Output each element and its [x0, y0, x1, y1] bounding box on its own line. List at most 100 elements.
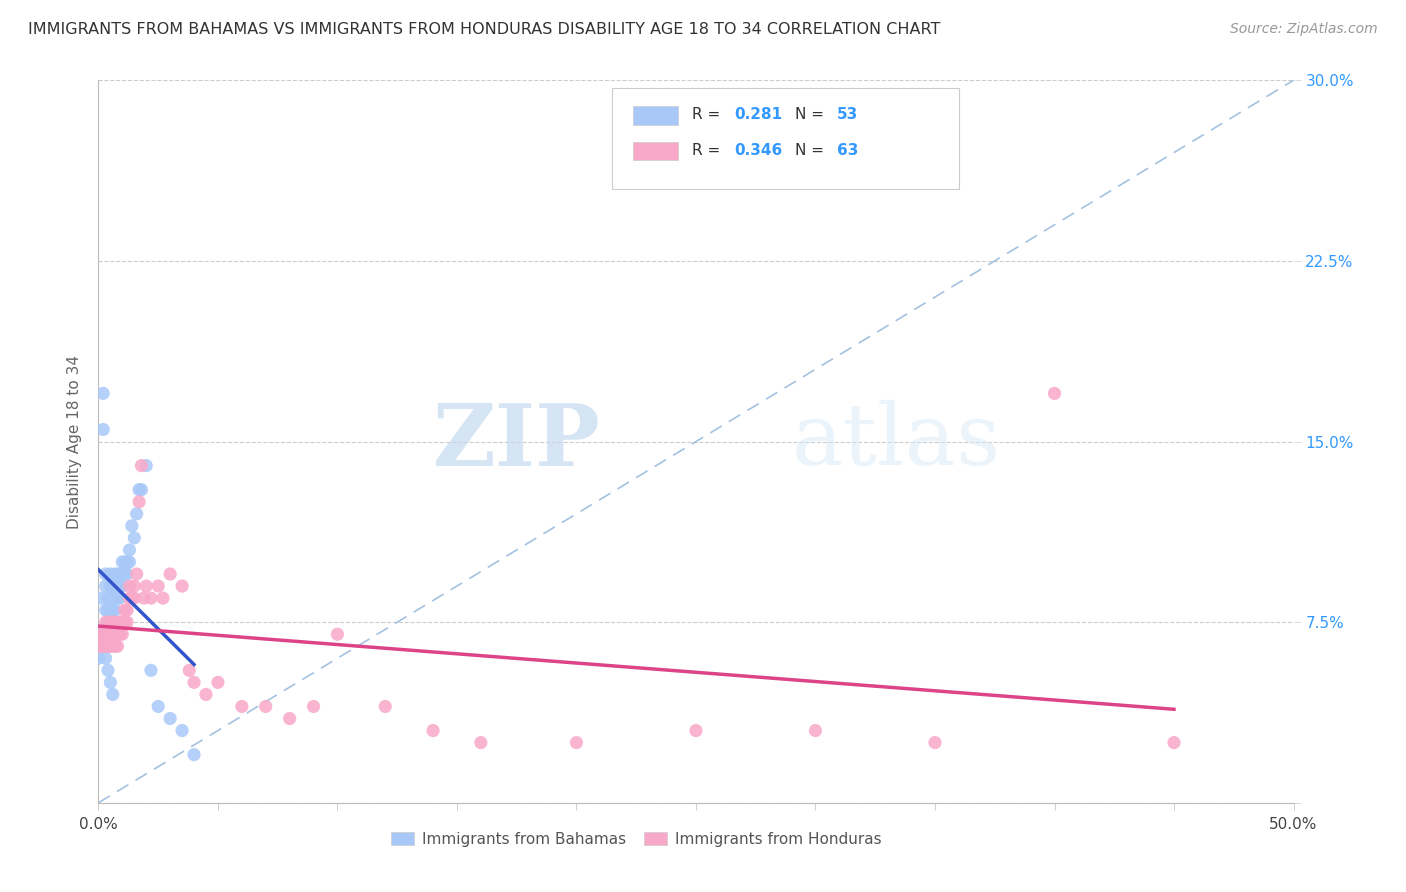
Point [98, 567, 122, 582]
Point [135, 579, 157, 593]
Point [131, 458, 153, 473]
Point [98, 627, 122, 641]
Point [101, 579, 124, 593]
Point [231, 699, 253, 714]
Point [90, 639, 112, 653]
Point [104, 627, 127, 641]
Point [94, 627, 117, 641]
Y-axis label: Disability Age 18 to 34: Disability Age 18 to 34 [67, 354, 83, 529]
Point [97, 591, 120, 605]
Point [139, 591, 162, 605]
Point [94, 639, 117, 653]
Point [94, 603, 117, 617]
Point [470, 735, 492, 749]
Point [98, 675, 122, 690]
Point [108, 591, 131, 605]
Point [111, 555, 134, 569]
Point [128, 494, 150, 508]
Point [98, 639, 122, 653]
Text: N =: N = [796, 143, 830, 158]
Point [374, 699, 396, 714]
Point [101, 639, 124, 653]
FancyBboxPatch shape [633, 142, 678, 161]
Point [108, 579, 131, 593]
Point [97, 639, 120, 653]
Point [107, 579, 129, 593]
Point [97, 664, 120, 678]
Point [132, 591, 155, 605]
Point [107, 639, 129, 653]
Point [90, 627, 112, 641]
Point [148, 699, 170, 714]
Point [118, 542, 141, 557]
Point [179, 664, 201, 678]
Point [124, 579, 146, 593]
Point [107, 591, 129, 605]
Legend: Immigrants from Bahamas, Immigrants from Honduras: Immigrants from Bahamas, Immigrants from… [385, 826, 887, 853]
FancyBboxPatch shape [613, 87, 959, 189]
Point [101, 687, 124, 701]
Point [1043, 386, 1066, 401]
Point [107, 567, 129, 582]
Point [924, 735, 946, 749]
Point [121, 591, 143, 605]
Point [114, 567, 136, 582]
Point [685, 723, 707, 738]
Point [104, 579, 127, 593]
Point [422, 723, 444, 738]
Point [115, 615, 138, 630]
Point [107, 627, 129, 641]
Point [91, 627, 114, 641]
Point [183, 675, 205, 690]
Point [148, 579, 170, 593]
Text: 0.281: 0.281 [734, 107, 782, 122]
Point [159, 712, 181, 726]
Point [115, 555, 138, 569]
Point [114, 555, 136, 569]
Point [101, 615, 124, 630]
Point [159, 567, 181, 582]
Point [804, 723, 827, 738]
Point [97, 627, 120, 641]
Point [98, 579, 122, 593]
Text: N =: N = [796, 107, 830, 122]
Point [172, 723, 194, 738]
Point [114, 603, 136, 617]
Point [108, 627, 131, 641]
Point [91, 639, 114, 653]
Point [104, 591, 127, 605]
Point [114, 615, 136, 630]
Text: ZIP: ZIP [433, 400, 600, 483]
Point [183, 747, 205, 762]
Point [101, 627, 124, 641]
Point [118, 579, 141, 593]
Point [104, 603, 127, 617]
Point [565, 735, 588, 749]
Point [94, 651, 117, 665]
Point [87, 639, 110, 653]
FancyBboxPatch shape [633, 106, 678, 125]
Point [115, 567, 138, 582]
Text: 63: 63 [837, 143, 859, 158]
Point [108, 567, 131, 582]
Point [1163, 735, 1185, 749]
Point [111, 627, 134, 641]
Point [91, 386, 114, 401]
Point [98, 615, 122, 630]
Point [195, 687, 218, 701]
Point [118, 591, 141, 605]
Point [94, 567, 117, 582]
Text: Source: ZipAtlas.com: Source: ZipAtlas.com [1230, 22, 1378, 37]
Point [104, 567, 127, 582]
Point [107, 615, 129, 630]
Point [104, 639, 127, 653]
Point [90, 591, 112, 605]
Point [94, 615, 117, 630]
Point [326, 627, 349, 641]
Point [207, 675, 229, 690]
Text: IMMIGRANTS FROM BAHAMAS VS IMMIGRANTS FROM HONDURAS DISABILITY AGE 18 TO 34 CORR: IMMIGRANTS FROM BAHAMAS VS IMMIGRANTS FR… [28, 22, 941, 37]
Point [125, 507, 148, 521]
Point [124, 531, 146, 545]
Point [278, 712, 301, 726]
Point [302, 699, 325, 714]
